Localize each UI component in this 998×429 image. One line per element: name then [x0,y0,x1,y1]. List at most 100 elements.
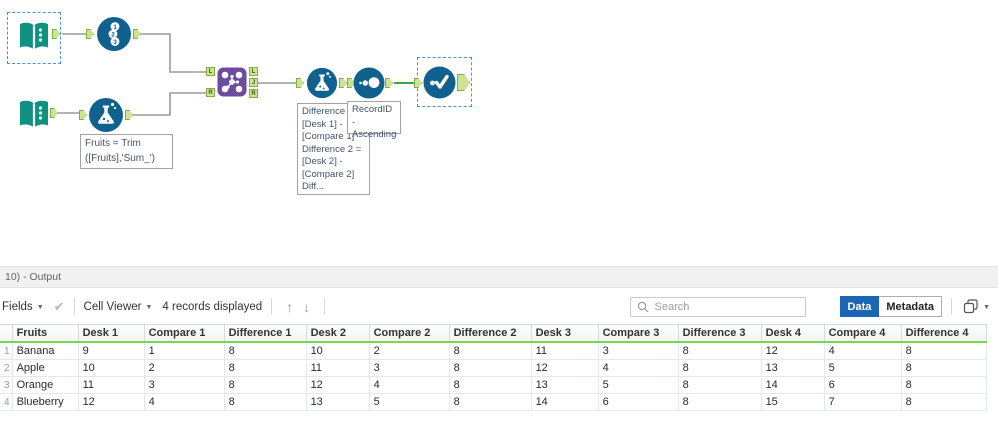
column-header[interactable]: Compare 3 [597,324,679,343]
column-header[interactable]: Difference 1 [223,324,307,343]
table-cell[interactable]: Apple [11,359,79,377]
input-data-tool-2[interactable] [17,97,51,136]
table-cell[interactable]: 8 [448,359,532,377]
table-cell[interactable]: 7 [823,393,902,411]
join-input-anchor-left[interactable]: L [206,67,215,76]
row-number[interactable]: 2 [0,359,13,377]
fields-dropdown[interactable]: Fields [2,300,33,313]
data-tab-button[interactable]: Data [839,296,880,317]
column-header[interactable]: Difference 4 [900,324,987,343]
table-cell[interactable]: 12 [760,341,825,360]
cell-viewer-dropdown[interactable]: Cell Viewer [83,300,142,313]
table-cell[interactable]: 5 [597,376,679,394]
table-cell[interactable]: 8 [677,341,762,360]
column-header[interactable]: Compare 4 [823,324,902,343]
table-cell[interactable]: 2 [143,359,225,377]
table-cell[interactable]: 4 [368,376,450,394]
input-anchor[interactable] [296,78,304,88]
table-cell[interactable]: 13 [305,393,370,411]
table-cell[interactable]: 13 [530,376,599,394]
table-cell[interactable]: 8 [900,376,987,394]
output-anchor[interactable] [457,74,470,91]
table-cell[interactable]: 15 [760,393,825,411]
join-input-anchor-right[interactable]: R [206,88,215,97]
browse-tool[interactable] [423,66,456,104]
sort-tool[interactable] [353,67,385,104]
column-header[interactable]: Difference 3 [677,324,762,343]
table-cell[interactable]: 10 [77,359,145,377]
table-cell[interactable]: 11 [305,359,370,377]
formula-tool-1[interactable] [88,97,124,138]
column-header[interactable]: Compare 1 [143,324,225,343]
table-cell[interactable]: 2 [368,341,450,360]
table-cell[interactable]: 8 [900,341,987,360]
table-cell[interactable]: 11 [77,376,145,394]
join-output-anchor-left[interactable]: L [249,67,258,76]
copy-button[interactable]: ▼ [963,299,990,314]
input-anchor[interactable] [86,29,94,39]
output-anchor[interactable] [385,78,393,88]
table-cell[interactable]: 4 [143,393,225,411]
join-output-anchor-join[interactable]: J [249,78,258,87]
table-cell[interactable]: 12 [305,376,370,394]
chevron-down-icon[interactable]: ▼ [36,304,44,311]
chevron-down-icon[interactable]: ▼ [145,304,153,311]
input-anchor[interactable] [79,110,87,120]
table-cell[interactable]: 14 [530,393,599,411]
table-cell[interactable]: 1 [143,341,225,360]
table-cell[interactable]: 8 [677,393,762,411]
column-header[interactable]: Fruits [11,324,79,343]
table-cell[interactable]: 14 [760,376,825,394]
table-cell[interactable]: 13 [760,359,825,377]
table-cell[interactable]: 12 [77,393,145,411]
connection[interactable] [133,92,207,116]
table-cell[interactable]: 6 [823,376,902,394]
annotation-formula-1[interactable]: Fruits = Trim ([Fruits],'Sum_') [80,134,173,169]
workflow-canvas[interactable]: 1 2 3 [0,0,998,266]
table-cell[interactable]: 8 [223,376,307,394]
table-cell[interactable]: 5 [823,359,902,377]
record-id-tool[interactable]: 1 2 3 [96,16,132,57]
column-header[interactable]: Desk 4 [760,324,825,343]
table-cell[interactable]: 8 [448,376,532,394]
table-cell[interactable]: 3 [597,341,679,360]
table-cell[interactable]: 3 [143,376,225,394]
arrow-up-icon[interactable]: ↑ [286,298,294,315]
table-cell[interactable]: 8 [448,341,532,360]
column-header[interactable]: Desk 3 [530,324,599,343]
output-anchor[interactable] [52,29,60,39]
input-data-tool-1[interactable] [17,19,51,58]
connection[interactable] [141,33,207,73]
table-cell[interactable]: 8 [223,341,307,360]
table-cell[interactable]: Banana [11,341,79,360]
search-box[interactable] [629,296,806,317]
table-cell[interactable]: 8 [900,359,987,377]
table-cell[interactable]: 3 [368,359,450,377]
input-anchor[interactable] [414,78,422,88]
column-header[interactable]: Difference 2 [448,324,532,343]
column-header[interactable]: Desk 2 [305,324,370,343]
table-cell[interactable]: 8 [448,393,532,411]
output-anchor[interactable] [125,110,133,120]
annotation-sort[interactable]: RecordID - Ascending [347,101,401,140]
output-anchor[interactable] [50,108,58,118]
table-cell[interactable]: 12 [530,359,599,377]
table-cell[interactable]: 11 [530,341,599,360]
arrow-down-icon[interactable]: ↓ [303,298,311,315]
column-header[interactable]: Compare 2 [368,324,450,343]
table-cell[interactable]: 4 [823,341,902,360]
table-cell[interactable]: 8 [677,376,762,394]
search-input[interactable] [652,299,805,314]
table-cell[interactable]: 8 [223,359,307,377]
table-cell[interactable]: 8 [900,393,987,411]
table-cell[interactable]: 5 [368,393,450,411]
formula-tool-2[interactable] [306,67,338,104]
table-cell[interactable]: Blueberry [11,393,79,411]
row-number[interactable]: 1 [0,341,13,360]
column-header[interactable]: Desk 1 [77,324,145,343]
row-number-header[interactable] [0,324,13,343]
row-number[interactable]: 3 [0,376,13,394]
table-cell[interactable]: Orange [11,376,79,394]
join-tool[interactable] [217,67,247,102]
table-cell[interactable]: 8 [677,359,762,377]
